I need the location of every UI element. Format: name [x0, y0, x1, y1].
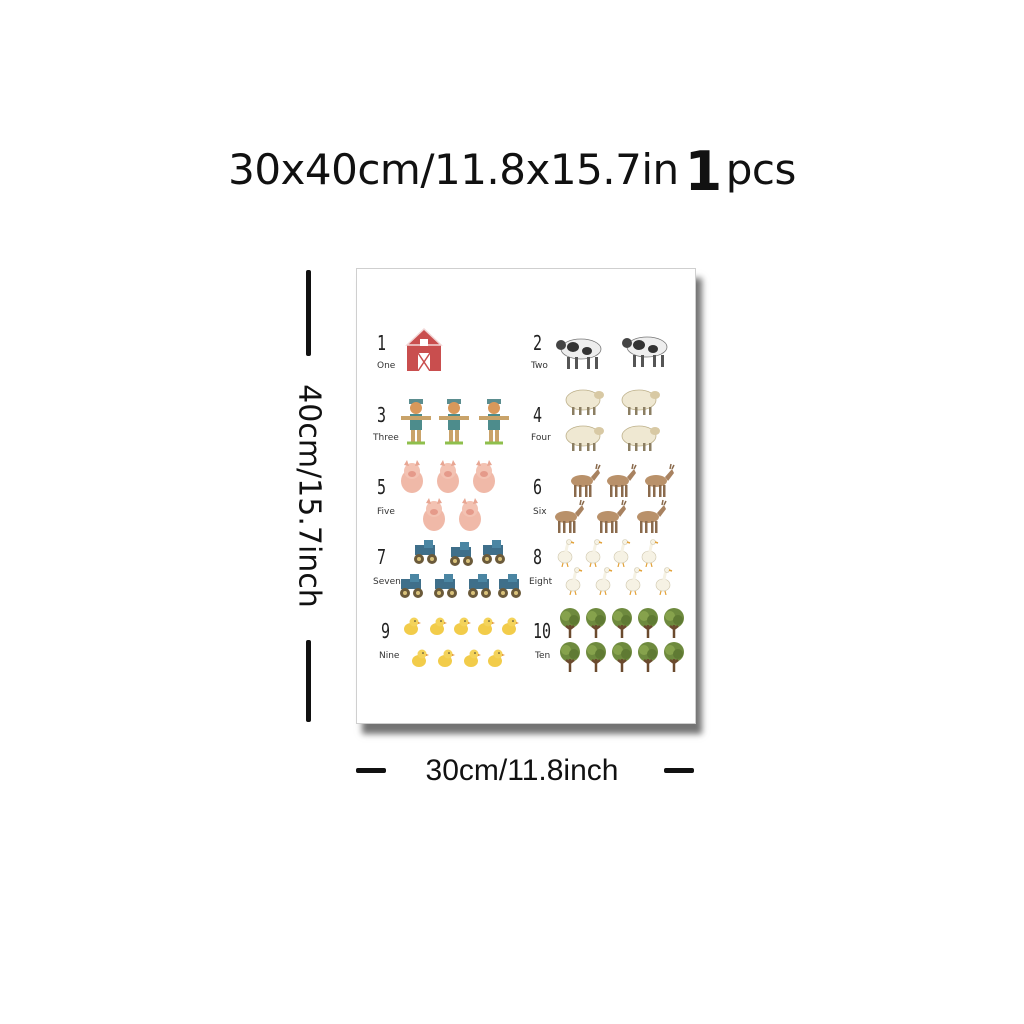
number-9: 9 [381, 619, 391, 643]
sheep-icon [563, 385, 605, 417]
number-1: 1 [377, 331, 387, 355]
donkey-icon [639, 463, 675, 499]
width-dimension-bar-left [356, 768, 386, 773]
scarecrow-icon [479, 397, 509, 445]
tree-icon [637, 607, 659, 639]
donkey-icon [601, 463, 637, 499]
donkey-icon [565, 463, 601, 499]
scarecrow-icon [401, 397, 431, 445]
tractor-icon [397, 573, 425, 599]
goose-icon [593, 567, 613, 595]
tree-icon [611, 607, 633, 639]
number-6: 6 [533, 475, 543, 499]
goose-icon [611, 539, 631, 567]
sheep-icon [563, 421, 605, 453]
donkey-icon [631, 499, 667, 535]
number-4: 4 [533, 403, 543, 427]
pig-icon [419, 497, 449, 533]
chick-icon [451, 615, 471, 637]
sheep-icon [619, 421, 661, 453]
word-one: One [377, 361, 396, 371]
tree-icon [663, 641, 685, 673]
goose-icon [555, 539, 575, 567]
scarecrow-icon [439, 397, 469, 445]
height-label: 40cm/15.7inch [291, 384, 327, 608]
word-three: Three [373, 433, 399, 443]
goose-icon [623, 567, 643, 595]
tree-icon [559, 641, 581, 673]
size-headline: 30x40cm/11.8x15.7in 1pcs [0, 138, 1024, 200]
tree-icon [585, 607, 607, 639]
pig-icon [397, 459, 427, 495]
number-10: 10 [533, 619, 552, 643]
pig-icon [469, 459, 499, 495]
tree-icon [637, 641, 659, 673]
pig-icon [433, 459, 463, 495]
word-nine: Nine [379, 651, 400, 661]
chick-icon [499, 615, 519, 637]
chick-icon [401, 615, 421, 637]
cow-icon [617, 329, 677, 369]
chick-icon [427, 615, 447, 637]
goose-icon [639, 539, 659, 567]
height-dimension-bar-top [306, 270, 311, 356]
chick-icon [485, 647, 505, 669]
barn-icon [405, 327, 443, 371]
chick-icon [475, 615, 495, 637]
tree-icon [611, 641, 633, 673]
tractor-icon [465, 573, 493, 599]
tree-icon [559, 607, 581, 639]
number-3: 3 [377, 403, 387, 427]
word-ten: Ten [535, 651, 551, 661]
goose-icon [653, 567, 673, 595]
goose-icon [563, 567, 583, 595]
quantity-unit: pcs [725, 145, 797, 194]
width-label: 30cm/11.8inch [425, 754, 619, 787]
donkey-icon [591, 499, 627, 535]
chick-icon [409, 647, 429, 669]
word-five: Five [377, 507, 395, 517]
word-six: Six [533, 507, 547, 517]
counting-poster: 1 One 2 Two 3 Three 4 Four [356, 268, 696, 724]
tractor-icon [495, 573, 523, 599]
number-8: 8 [533, 545, 543, 569]
size-text: 30x40cm/11.8x15.7in [228, 145, 679, 194]
number-2: 2 [533, 331, 543, 355]
tractor-icon [411, 539, 439, 565]
number-5: 5 [377, 475, 387, 499]
word-seven: Seven [373, 577, 401, 587]
pig-icon [455, 497, 485, 533]
word-eight: Eight [529, 577, 553, 587]
sheep-icon [619, 385, 661, 417]
quantity-number: 1 [684, 140, 723, 203]
word-four: Four [531, 433, 551, 443]
tractor-icon [431, 573, 459, 599]
word-two: Two [531, 361, 548, 371]
height-dimension-bar-bottom [306, 640, 311, 722]
chick-icon [435, 647, 455, 669]
tractor-icon [479, 539, 507, 565]
width-dimension-bar-right [664, 768, 694, 773]
tractor-icon [447, 541, 475, 567]
donkey-icon [549, 499, 585, 535]
number-7: 7 [377, 545, 387, 569]
tree-icon [663, 607, 685, 639]
chick-icon [461, 647, 481, 669]
tree-icon [585, 641, 607, 673]
cow-icon [553, 331, 609, 371]
goose-icon [583, 539, 603, 567]
